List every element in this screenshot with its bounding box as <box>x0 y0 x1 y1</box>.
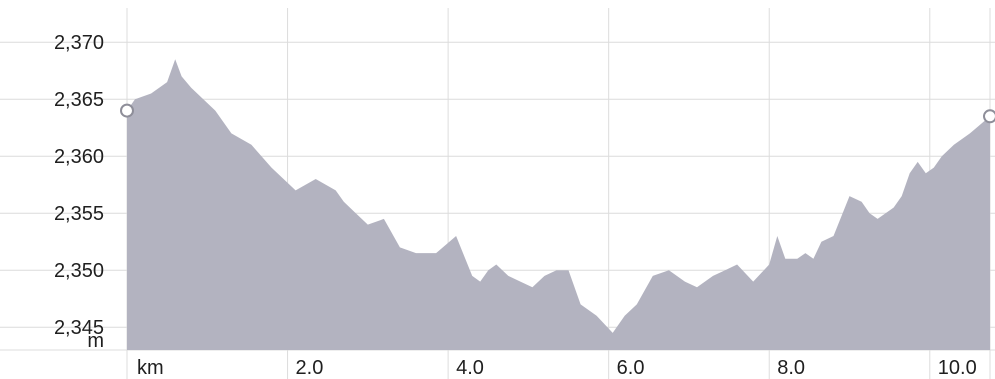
end-point-marker <box>983 109 995 124</box>
x-tick-label: 10.0 <box>938 357 977 379</box>
y-tick-label: 2,355 <box>54 203 104 225</box>
y-tick-label: 2,365 <box>54 89 104 111</box>
elevation-area <box>127 59 990 351</box>
x-tick-label: 6.0 <box>617 357 645 379</box>
x-tick-label: 2.0 <box>296 357 324 379</box>
y-unit-label: m <box>87 330 104 352</box>
endpoint-markers <box>120 103 995 124</box>
y-tick-label: 2,370 <box>54 32 104 54</box>
x-tick-label: 4.0 <box>456 357 484 379</box>
y-tick-label: 2,345 <box>54 317 104 339</box>
start-point-marker <box>120 103 134 118</box>
y-tick-label: 2,360 <box>54 146 104 168</box>
x-unit-label: km <box>137 357 164 379</box>
y-tick-label: 2,350 <box>54 260 104 282</box>
x-axis-ticks: 2.0 4.0 6.0 8.0 10.0 <box>296 357 977 379</box>
y-axis-ticks: 2,345 2,350 2,355 2,360 2,365 2,370 <box>54 32 104 339</box>
x-tick-label: 8.0 <box>777 357 805 379</box>
